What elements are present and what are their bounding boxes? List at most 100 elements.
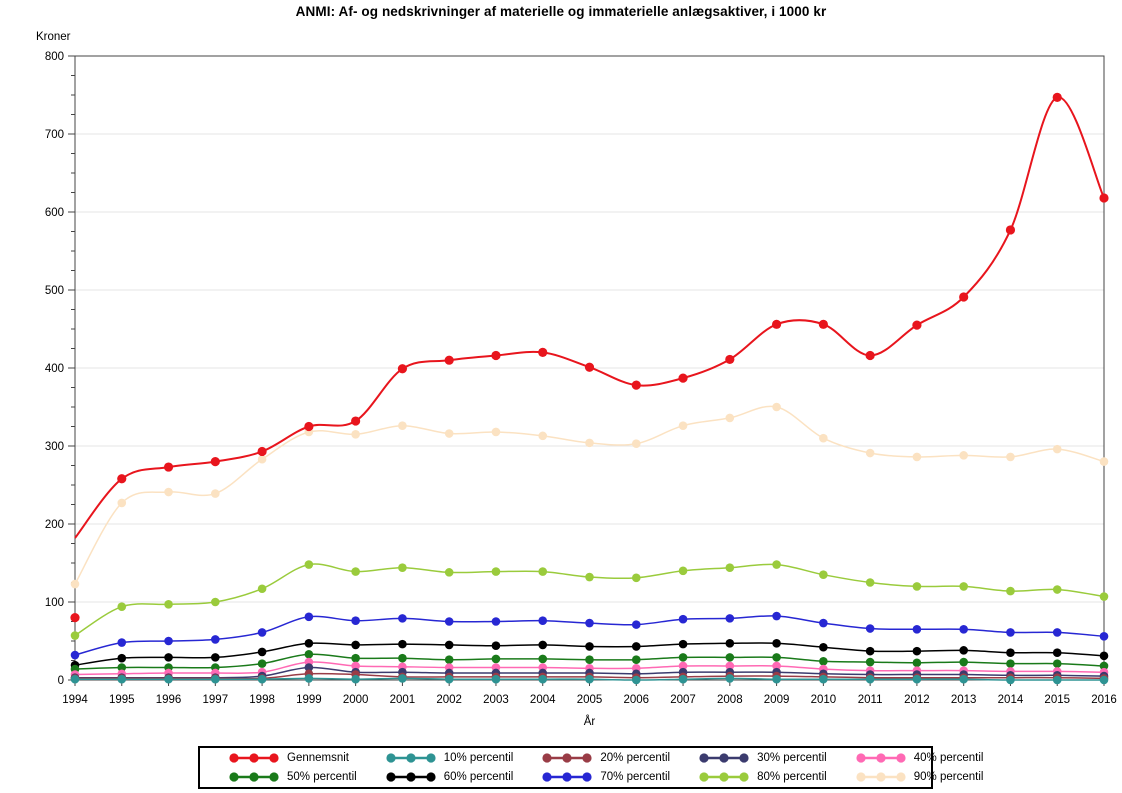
y-axis-title: Kroner xyxy=(36,31,71,43)
series-point-80-percentil-1996 xyxy=(164,600,173,609)
x-tick-label-2007: 2007 xyxy=(670,694,696,706)
legend-dot xyxy=(699,753,709,763)
legend-dot xyxy=(719,753,729,763)
legend-item-10-percentil: 10% percentil xyxy=(357,752,513,764)
series-point-gennemsnit-2000 xyxy=(351,416,361,426)
series-point-10-percentil-1996 xyxy=(164,674,173,684)
legend-dot xyxy=(269,753,279,763)
series-point-10-percentil-2010 xyxy=(819,674,828,684)
series-point-10-percentil-2009 xyxy=(772,674,781,684)
legend-dot xyxy=(249,753,259,763)
legend-dot xyxy=(896,753,906,763)
series-point-gennemsnit-1995 xyxy=(117,474,127,484)
series-point-90-percentil-2010 xyxy=(819,433,828,443)
series-point-10-percentil-2007 xyxy=(678,674,688,684)
series-point-90-percentil-2005 xyxy=(585,438,594,448)
series-point-70-percentil-2009 xyxy=(772,611,781,621)
series-point-90-percentil-2001 xyxy=(398,421,407,431)
series-point-40-percentil-2000 xyxy=(351,661,360,671)
series-point-60-percentil-2016 xyxy=(1099,651,1109,661)
series-point-10-percentil-2005 xyxy=(585,674,594,684)
series-point-90-percentil-1996 xyxy=(164,487,173,497)
series-point-10-percentil-1997 xyxy=(211,674,220,684)
series-point-50-percentil-2002 xyxy=(444,655,454,665)
series-point-60-percentil-2011 xyxy=(865,646,875,656)
series-point-60-percentil-2014 xyxy=(1006,648,1015,657)
series-point-80-percentil-2013 xyxy=(959,582,968,591)
series-point-50-percentil-2007 xyxy=(678,653,688,662)
series-point-80-percentil-2003 xyxy=(491,567,501,576)
y-tick-label-600: 600 xyxy=(45,207,64,219)
series-point-80-percentil-1998 xyxy=(257,584,267,594)
series-point-70-percentil-2002 xyxy=(444,617,454,626)
series-point-60-percentil-2012 xyxy=(912,646,922,656)
series-point-gennemsnit-2008 xyxy=(725,354,735,365)
x-tick-label-2009: 2009 xyxy=(764,694,790,706)
legend-label-20-percentil: 20% percentil xyxy=(600,751,671,764)
legend-dot xyxy=(249,772,259,782)
legend-label-50-percentil: 50% percentil xyxy=(287,771,357,784)
legend-dot xyxy=(562,753,572,763)
series-point-80-percentil-2001 xyxy=(398,563,407,572)
legend-marker-20-percentil xyxy=(542,753,592,763)
legend-dot xyxy=(699,772,709,782)
series-point-gennemsnit-2013 xyxy=(959,292,969,302)
y-tick-label-800: 800 xyxy=(45,51,64,63)
series-point-60-percentil-2013 xyxy=(959,646,968,655)
series-point-60-percentil-2006 xyxy=(631,642,641,651)
series-point-70-percentil-2015 xyxy=(1052,628,1062,637)
series-point-90-percentil-2006 xyxy=(631,439,641,448)
series-point-90-percentil-2012 xyxy=(912,452,922,462)
legend-dot xyxy=(856,772,866,782)
series-point-70-percentil-1999 xyxy=(304,612,314,622)
y-tick-label-200: 200 xyxy=(45,519,64,531)
x-tick-label-2006: 2006 xyxy=(623,694,649,706)
y-tick-label-400: 400 xyxy=(45,363,64,375)
series-point-10-percentil-2006 xyxy=(631,675,641,685)
series-point-80-percentil-2011 xyxy=(865,578,875,587)
series-point-60-percentil-2000 xyxy=(351,640,360,650)
legend-dot xyxy=(229,753,239,763)
series-gennemsnit xyxy=(70,92,1109,623)
x-tick-label-2001: 2001 xyxy=(390,694,416,706)
series-point-70-percentil-2010 xyxy=(819,618,828,628)
legend-dot xyxy=(542,753,552,763)
series-point-gennemsnit-2009 xyxy=(771,319,782,329)
series-point-10-percentil-1998 xyxy=(257,674,267,684)
series-point-80-percentil-2008 xyxy=(725,563,735,572)
series-point-80-percentil-1995 xyxy=(117,602,127,611)
series-point-90-percentil-1994 xyxy=(70,579,80,589)
series-point-50-percentil-2005 xyxy=(585,655,594,665)
series-point-50-percentil-1998 xyxy=(257,659,267,668)
series-60-percentil xyxy=(70,639,1109,670)
legend-dot xyxy=(562,772,572,782)
series-point-80-percentil-2010 xyxy=(819,570,828,579)
legend-marker-gennemsnit xyxy=(229,753,279,763)
series-point-60-percentil-1999 xyxy=(304,639,314,648)
series-point-80-percentil-1999 xyxy=(304,560,314,569)
series-point-gennemsnit-2005 xyxy=(584,362,595,372)
series-point-60-percentil-2002 xyxy=(444,640,454,650)
series-point-90-percentil-2008 xyxy=(725,413,735,423)
x-tick-label-1996: 1996 xyxy=(156,694,182,706)
legend-dot xyxy=(426,753,436,763)
legend-item-50-percentil: 50% percentil xyxy=(200,771,357,783)
series-point-90-percentil-2007 xyxy=(678,421,688,431)
x-tick-label-2015: 2015 xyxy=(1044,694,1070,706)
legend-item-80-percentil: 80% percentil xyxy=(670,771,827,783)
y-tick-label-300: 300 xyxy=(45,441,64,453)
series-point-gennemsnit-2016 xyxy=(1099,193,1109,203)
series-point-70-percentil-2007 xyxy=(678,614,688,624)
series-point-10-percentil-2016 xyxy=(1099,675,1109,685)
series-point-80-percentil-2015 xyxy=(1052,585,1062,594)
series-point-50-percentil-1999 xyxy=(304,649,314,659)
series-point-50-percentil-2010 xyxy=(819,656,828,666)
legend-dot xyxy=(739,753,749,763)
x-tick-label-1997: 1997 xyxy=(203,694,229,706)
series-point-40-percentil-2007 xyxy=(678,661,688,671)
series-point-gennemsnit-1997 xyxy=(210,457,220,467)
series-line-90-percentil xyxy=(74,405,1105,585)
legend-dot xyxy=(406,772,416,782)
x-tick-label-2010: 2010 xyxy=(811,694,837,706)
